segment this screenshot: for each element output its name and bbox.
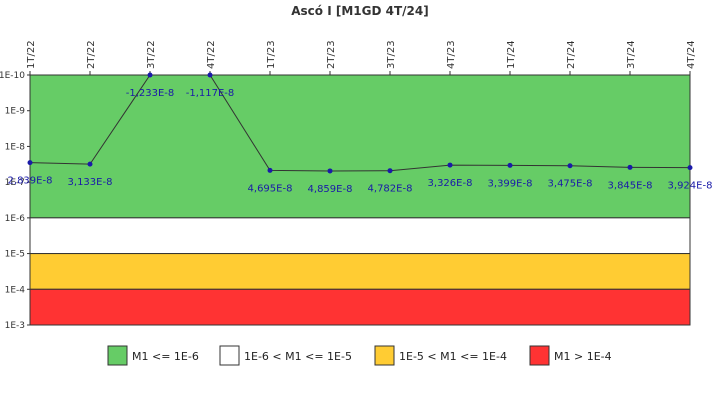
series-line <box>29 74 691 172</box>
x-tick-label: 4T/24 <box>686 40 697 69</box>
data-point <box>207 72 213 78</box>
legend-swatch <box>529 345 550 366</box>
chart-title: Ascó I [M1GD 4T/24] <box>291 4 428 18</box>
legend-swatch <box>219 345 240 366</box>
data-point <box>567 163 573 169</box>
data-point <box>447 162 453 168</box>
data-point <box>507 162 513 168</box>
data-label: 3,133E-8 <box>68 177 113 188</box>
data-point <box>687 165 693 171</box>
x-tick-label: 1T/22 <box>26 40 37 69</box>
x-tick-label: 3T/22 <box>146 40 157 69</box>
x-tick-label: 3T/23 <box>386 40 397 69</box>
legend-label: M1 <= 1E-6 <box>132 350 199 363</box>
data-point <box>627 164 633 170</box>
x-tick-label: 2T/23 <box>326 40 337 69</box>
legend-label: M1 > 1E-4 <box>554 350 612 363</box>
band-1 <box>29 217 691 255</box>
y-tick-label: 1E-5 <box>5 250 25 260</box>
legend-label: 1E-5 < M1 <= 1E-4 <box>399 350 507 363</box>
legend-label: 1E-6 < M1 <= 1E-5 <box>244 350 352 363</box>
data-label: 3,475E-8 <box>548 179 593 190</box>
x-tick-label: 3T/24 <box>626 40 637 69</box>
x-tick-label: 4T/23 <box>446 40 457 69</box>
data-point <box>267 167 273 173</box>
band-2 <box>29 253 691 290</box>
data-label: 4,782E-8 <box>368 184 413 195</box>
data-label: -1,117E-8 <box>186 88 235 99</box>
data-point <box>87 161 93 167</box>
y-tick-label: 1E-10 <box>0 71 25 81</box>
band-0 <box>29 74 691 219</box>
data-label: 3,845E-8 <box>608 180 653 191</box>
data-label: 4,695E-8 <box>248 183 293 194</box>
data-point <box>147 72 153 78</box>
y-tick-label: 1E-9 <box>5 107 26 117</box>
y-tick-label: 1E-8 <box>5 142 26 152</box>
y-tick-label: 1E-3 <box>5 321 25 331</box>
data-point <box>387 168 393 174</box>
x-tick-label: 4T/22 <box>206 40 217 69</box>
x-tick-label: 2T/24 <box>566 40 577 69</box>
y-tick-label: 1E-7 <box>5 178 25 188</box>
data-label: 3,399E-8 <box>488 178 533 189</box>
data-point <box>327 168 333 174</box>
data-point <box>27 160 33 166</box>
y-tick-label: 1E-4 <box>5 285 26 295</box>
band-3 <box>29 288 691 326</box>
x-tick-label: 1T/24 <box>506 40 517 69</box>
data-label: 4,859E-8 <box>308 184 353 195</box>
data-label: 3,924E-8 <box>668 181 713 192</box>
legend-swatch <box>374 345 395 366</box>
x-tick-label: 1T/23 <box>266 40 277 69</box>
x-tick-label: 2T/22 <box>86 40 97 69</box>
data-label: 2,839E-8 <box>8 176 53 187</box>
data-label: 3,326E-8 <box>428 178 473 189</box>
y-tick-label: 1E-6 <box>5 214 26 224</box>
data-label: -1,233E-8 <box>126 88 175 99</box>
legend-swatch <box>107 345 128 366</box>
